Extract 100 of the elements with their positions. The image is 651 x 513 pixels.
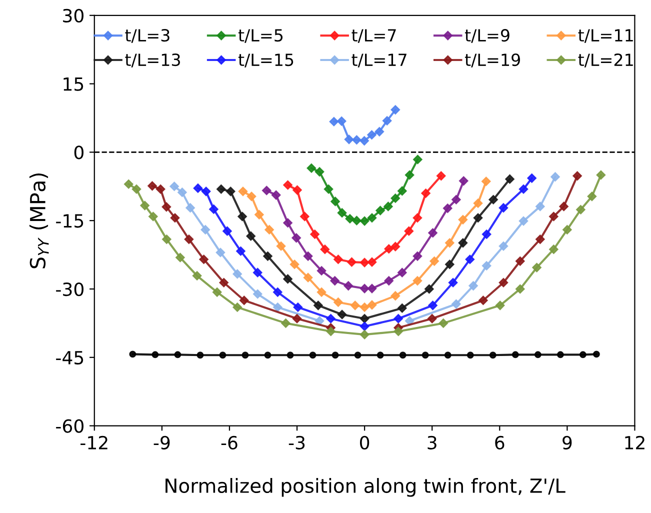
point: [324, 184, 334, 194]
legend-label: t/L=5: [238, 29, 283, 43]
point: [443, 204, 452, 213]
point: [428, 228, 438, 238]
point: [148, 212, 158, 222]
point: [360, 314, 370, 324]
legend-label: t/L=9: [464, 29, 510, 43]
point: [162, 202, 172, 212]
legend-label: t/L=15: [238, 54, 294, 68]
point: [286, 352, 294, 359]
point: [536, 202, 545, 212]
x-tick-label: -3: [288, 436, 305, 450]
point: [534, 351, 542, 358]
point: [292, 185, 302, 195]
point: [489, 352, 496, 359]
point: [468, 281, 478, 290]
point: [438, 318, 448, 328]
point: [516, 284, 525, 294]
point: [271, 190, 281, 200]
x-tick-label: 0: [360, 436, 370, 450]
point: [262, 186, 272, 196]
legend-label: t/L=13: [125, 53, 180, 68]
point: [350, 300, 360, 310]
point: [337, 208, 347, 218]
point: [360, 216, 370, 226]
point: [399, 352, 406, 359]
point: [512, 351, 519, 358]
point: [314, 316, 324, 326]
point: [398, 268, 407, 278]
point: [239, 296, 249, 306]
point: [367, 284, 377, 294]
point: [579, 351, 586, 358]
point: [352, 216, 362, 226]
point: [576, 205, 586, 214]
point: [309, 352, 316, 359]
point: [184, 234, 194, 244]
point: [390, 105, 400, 114]
point: [374, 127, 384, 136]
point: [384, 244, 394, 254]
point: [124, 179, 134, 189]
point: [148, 181, 157, 191]
point: [559, 202, 568, 212]
point: [292, 233, 301, 243]
point: [412, 213, 422, 222]
point: [360, 302, 370, 312]
point: [473, 198, 483, 208]
point: [156, 184, 166, 194]
y-tick-label: -15: [56, 214, 84, 228]
point: [466, 352, 474, 359]
point: [465, 254, 475, 264]
point: [498, 203, 508, 212]
point: [219, 278, 228, 288]
point: [201, 186, 211, 196]
legend-label: t/L=19: [464, 53, 520, 68]
point: [587, 192, 597, 202]
point: [238, 186, 248, 196]
point: [273, 302, 282, 312]
y-tick-label: -30: [56, 282, 84, 296]
point: [360, 284, 370, 294]
point: [238, 212, 247, 222]
point: [170, 182, 179, 192]
point: [516, 256, 525, 266]
y-tick-label: 30: [63, 8, 84, 23]
point: [549, 212, 558, 222]
point: [276, 242, 286, 251]
point: [404, 170, 414, 180]
point: [281, 318, 290, 328]
point: [473, 213, 483, 222]
point: [212, 288, 222, 297]
point: [216, 184, 226, 194]
point: [367, 300, 377, 310]
point: [292, 314, 302, 324]
x-tick-label: -12: [80, 436, 108, 450]
point: [344, 281, 353, 290]
point: [360, 136, 369, 146]
x-axis-title: Normalized position along twin front, Z'/L: [166, 478, 566, 497]
point: [527, 174, 536, 183]
y-tick-label: 15: [64, 77, 84, 91]
point: [445, 260, 454, 269]
point: [344, 134, 354, 144]
point: [242, 352, 249, 359]
point: [264, 352, 272, 359]
point: [336, 116, 346, 126]
point: [550, 172, 560, 182]
point: [219, 352, 226, 359]
point: [536, 234, 545, 244]
x-tick-label: -6: [221, 436, 238, 450]
point: [488, 194, 498, 204]
point: [413, 154, 422, 164]
point: [293, 302, 303, 312]
point: [316, 288, 326, 297]
point: [404, 226, 414, 236]
point: [192, 271, 202, 280]
y-tick-label: -60: [56, 419, 84, 433]
point: [452, 194, 461, 204]
point: [334, 298, 343, 307]
point: [444, 352, 452, 359]
point: [436, 171, 446, 181]
point: [226, 186, 236, 196]
point: [140, 200, 150, 210]
